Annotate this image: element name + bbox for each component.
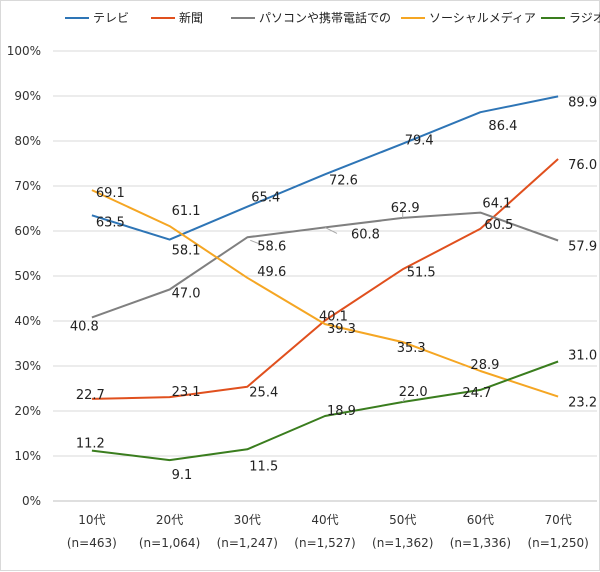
y-tick-label: 30% [14,359,41,373]
y-tick-label: 0% [22,494,41,508]
data-label: 51.5 [407,265,436,280]
data-label: 22.7 [76,388,105,403]
legend-label: ソーシャルメディア [429,10,536,25]
legend-item: ラジオ [541,11,600,25]
legend-item: 新聞 [151,10,203,25]
x-tick-sublabel: (n=1,247) [217,536,278,550]
x-tick-label: 40代 [311,513,338,527]
data-label: 31.0 [568,349,597,364]
legend-item: テレビ [65,11,129,25]
y-tick-label: 80% [14,134,41,148]
data-label: 35.3 [397,341,426,356]
data-label: 57.9 [568,239,597,254]
data-label: 65.4 [251,191,280,206]
data-label: 63.5 [96,215,125,230]
x-tick-sublabel: (n=1,362) [372,536,433,550]
y-tick-label: 50% [14,269,41,283]
data-label: 28.9 [470,358,499,373]
data-label: 47.0 [172,287,201,302]
x-tick-sublabel: (n=463) [67,536,117,550]
data-label: 39.3 [327,322,356,337]
data-label: 58.6 [257,239,286,254]
data-label: 79.4 [405,134,434,149]
series-line-1 [91,158,559,400]
data-label: 72.6 [329,173,358,188]
data-label: 86.4 [488,119,517,134]
data-label: 11.2 [76,437,105,452]
y-tick-label: 100% [7,44,41,58]
legend-item: パソコンや携帯電話での [231,10,391,25]
data-label: 61.1 [172,204,201,219]
data-label: 64.1 [482,197,511,212]
legend-label: 新聞 [179,10,203,25]
series-lines [91,95,559,462]
label-leaders [250,211,406,403]
data-label: 69.1 [96,186,125,201]
data-label: 23.1 [172,385,201,400]
data-labels: 63.5 58.1 65.4 72.6 79.4 86.4 89.9 22.7 23.1 25.4… [70,95,597,483]
data-label: 62.9 [391,201,420,216]
data-label: 11.5 [249,459,278,474]
y-tick-label: 40% [14,314,41,328]
legend-item: ソーシャルメディア [401,10,536,25]
y-tick-label: 60% [14,224,41,238]
leader-line [250,239,264,246]
series-line-0 [91,95,559,241]
y-tick-label: 20% [14,404,41,418]
y-tick-label: 10% [14,449,41,463]
data-label: 58.1 [172,244,201,259]
leader-line [324,226,338,234]
data-label: 18.9 [327,404,356,419]
x-axis-ticks: 10代 (n=463) 20代 (n=1,064) 30代 (n=1,247) 40代 (n=… [67,513,589,550]
x-tick-sublabel: (n=1,527) [294,536,355,550]
leader-line [402,397,406,403]
x-tick-label: 30代 [234,513,261,527]
series-line-3 [91,189,559,398]
y-axis-ticks: 0% 10% 20% 30% 40% 50% 60% 70% 80% 90% 100% [7,44,41,508]
data-label: 76.0 [568,158,597,173]
data-label: 24.7 [462,386,491,401]
data-label: 89.9 [568,95,597,110]
data-label: 60.8 [351,227,380,242]
data-label: 40.1 [319,310,348,325]
x-tick-label: 10代 [78,513,105,527]
x-tick-sublabel: (n=1,064) [139,536,200,550]
y-tick-label: 70% [14,179,41,193]
data-label: 40.8 [70,319,99,334]
x-tick-label: 70代 [545,513,572,527]
data-label: 49.6 [257,265,286,280]
legend-label: ラジオ [569,11,600,25]
data-label: 22.0 [399,385,428,400]
data-label: 25.4 [249,386,278,401]
data-label: 9.1 [172,468,193,483]
legend: テレビ 新聞 パソコンや携帯電話での ソーシャルメディア ラジオ [65,10,600,25]
x-tick-sublabel: (n=1,250) [527,536,588,550]
legend-label: テレビ [93,11,129,25]
x-tick-label: 50代 [389,513,416,527]
y-tick-label: 90% [14,89,41,103]
x-tick-label: 20代 [156,513,183,527]
data-label: 60.5 [484,218,513,233]
x-tick-sublabel: (n=1,336) [450,536,511,550]
series-line-4 [91,360,559,462]
x-tick-label: 60代 [467,513,494,527]
data-label: 23.2 [568,396,597,411]
legend-label: パソコンや携帯電話での [259,10,391,25]
